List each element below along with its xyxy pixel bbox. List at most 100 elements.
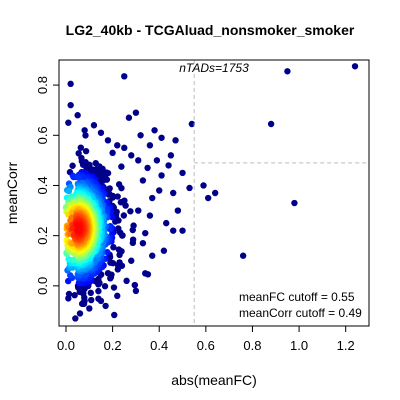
scatter-point <box>158 134 165 141</box>
x-tick-label: 1.0 <box>290 338 308 353</box>
x-tick-label: 0.6 <box>197 338 215 353</box>
scatter-point <box>179 169 186 177</box>
scatter-point <box>114 142 121 149</box>
x-tick-label: 0.8 <box>243 338 261 353</box>
scatter-point <box>107 275 114 282</box>
cutoff-layer <box>193 60 369 326</box>
x-tick-label: 0.4 <box>150 338 168 353</box>
scatter-point <box>118 262 126 269</box>
density-point <box>104 248 111 256</box>
density-point <box>82 147 90 155</box>
scatter-point <box>149 194 156 202</box>
scatter-point <box>174 207 182 214</box>
density-point <box>117 199 125 206</box>
density-point <box>101 283 109 290</box>
scatter-point <box>149 252 156 259</box>
scatter-point <box>146 142 154 149</box>
x-axis-label: abs(meanFC) <box>171 372 257 388</box>
scatter-point <box>163 219 170 227</box>
x-tick-label: 0.0 <box>57 338 75 353</box>
scatter-point <box>135 157 142 164</box>
scatter-point <box>165 162 172 169</box>
density-point <box>104 269 112 277</box>
density-point <box>129 236 137 243</box>
scatter-point <box>267 120 275 128</box>
scatter-point <box>121 73 128 80</box>
density-point <box>122 202 129 209</box>
density-point <box>88 296 95 304</box>
scatter-point <box>144 164 151 172</box>
scatter-point <box>128 152 135 159</box>
scatter-point <box>81 297 88 305</box>
density-point <box>131 281 139 289</box>
scatter-point <box>128 257 135 264</box>
y-tick-label: 0.2 <box>35 227 50 245</box>
y-tick-label: 0.4 <box>35 176 50 194</box>
density-point <box>71 292 78 299</box>
scatter-point <box>351 63 359 70</box>
density-point <box>75 150 82 157</box>
density-point <box>110 284 118 291</box>
density-point <box>74 225 82 233</box>
scatter-point <box>204 194 212 202</box>
scatter-point <box>72 315 79 322</box>
scatter-point <box>170 189 177 197</box>
density-point <box>95 287 102 295</box>
scatter-point <box>104 137 112 144</box>
density-point <box>82 132 89 139</box>
density-point <box>112 218 119 225</box>
scatter-point <box>74 112 81 119</box>
scatter-point <box>81 127 88 134</box>
meancorr-cutoff-label: meanCorr cutoff = 0.49 <box>239 306 362 320</box>
scatter-point <box>142 229 149 237</box>
density-point <box>118 163 125 170</box>
density-point <box>69 162 76 169</box>
scatter-point <box>109 149 116 157</box>
y-tick-label: 0.6 <box>35 126 50 144</box>
density-point <box>120 212 128 219</box>
density-point <box>115 246 123 253</box>
scatter-point <box>132 109 140 116</box>
density-point <box>115 225 122 232</box>
meanfc-cutoff-label: meanFC cutoff = 0.55 <box>239 290 355 304</box>
density-point <box>114 193 121 200</box>
scatter-point <box>160 247 168 254</box>
density-point <box>111 311 118 319</box>
scatter-point <box>97 297 105 305</box>
density-point <box>87 289 94 297</box>
x-tick-label: 0.2 <box>104 338 122 353</box>
chart-title: LG2_40kb - TCGAluad_nonsmoker_smoker <box>66 22 355 38</box>
scatter-point <box>135 207 142 214</box>
density-point <box>127 208 134 215</box>
scatter-point <box>130 222 137 229</box>
x-tick-label: 1.2 <box>337 338 355 353</box>
scatter-point <box>121 144 128 152</box>
density-point <box>108 213 116 221</box>
scatter-point <box>67 101 74 109</box>
scatter-point <box>167 152 175 159</box>
y-tick-label: 0.0 <box>35 277 50 295</box>
scatter-point <box>200 182 207 189</box>
scatter-point <box>284 68 291 75</box>
ntads-annotation: nTADs=1753 <box>179 61 249 75</box>
points-layer <box>62 63 359 322</box>
scatter-point <box>67 80 74 88</box>
scatter-point <box>139 239 147 247</box>
scatter-point <box>186 184 193 192</box>
density-point <box>77 144 85 151</box>
scatter-point <box>102 302 109 310</box>
scatter-point <box>76 310 84 317</box>
scatter-point <box>123 277 130 285</box>
scatter-point <box>139 177 147 184</box>
scatter-point <box>156 187 163 194</box>
scatter-point <box>97 129 105 136</box>
scatter-point <box>211 189 219 197</box>
scatter-point <box>158 172 165 179</box>
density-point <box>65 187 73 195</box>
scatter-point <box>137 132 144 139</box>
density-point <box>115 181 123 188</box>
scatter-point <box>114 292 121 300</box>
scatter-point <box>239 252 247 259</box>
scatter-point <box>179 227 186 234</box>
